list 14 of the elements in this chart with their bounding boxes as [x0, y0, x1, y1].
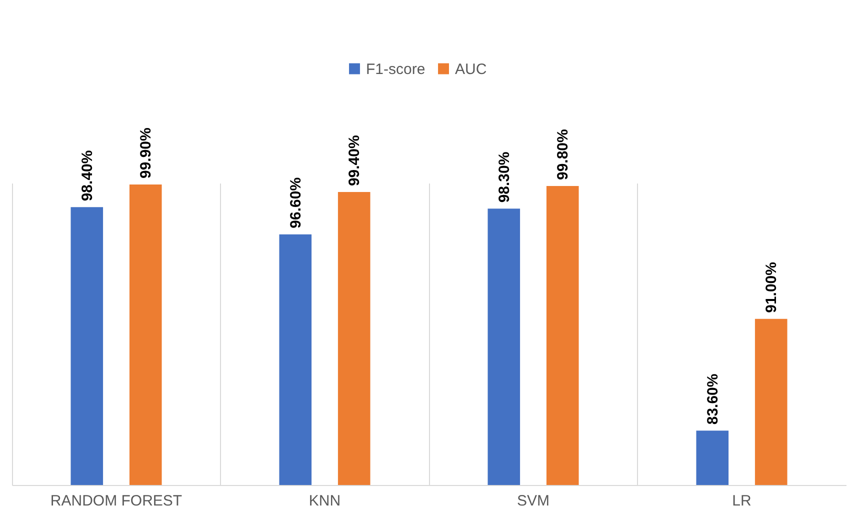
legend-label: AUC: [455, 60, 487, 78]
data-label: 91.00%: [763, 262, 780, 313]
x-tick-label: LR: [732, 492, 752, 510]
data-label: 98.40%: [78, 150, 96, 202]
x-tick-label: RANDOM FOREST: [50, 492, 182, 510]
data-label: 99.40%: [346, 135, 364, 186]
legend-label: F1-score: [366, 60, 426, 78]
data-label: 99.80%: [554, 129, 572, 180]
data-label: 98.30%: [496, 152, 513, 203]
x-tick-label: KNN: [308, 492, 341, 510]
data-label: 99.90%: [138, 128, 155, 179]
x-tick-label: SVM: [516, 492, 550, 510]
data-label: 96.60%: [287, 177, 304, 228]
data-label: 83.60%: [704, 374, 722, 425]
